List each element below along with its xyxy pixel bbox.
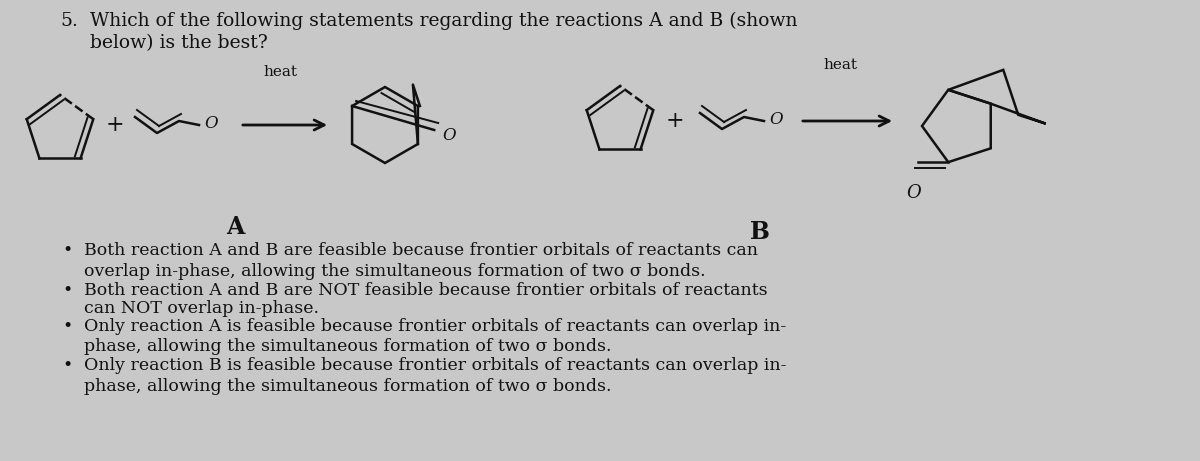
Text: •: • [62,242,72,259]
Text: heat: heat [823,58,857,72]
Text: O: O [204,114,217,131]
Text: heat: heat [263,65,298,79]
Text: Only reaction B is feasible because frontier orbitals of reactants can overlap i: Only reaction B is feasible because fron… [84,357,786,374]
Text: can NOT overlap in-phase.: can NOT overlap in-phase. [84,300,319,317]
Text: •: • [62,282,72,299]
Text: B: B [750,220,770,244]
Text: Both reaction A and B are feasible because frontier orbitals of reactants can: Both reaction A and B are feasible becau… [84,242,758,259]
Text: +: + [666,110,684,132]
Text: O: O [906,184,920,202]
Text: O: O [442,126,456,143]
Text: 5.: 5. [60,12,78,30]
Text: •: • [62,357,72,374]
Text: phase, allowing the simultaneous formation of two σ bonds.: phase, allowing the simultaneous formati… [84,378,612,395]
Text: A: A [226,215,244,239]
Text: •: • [62,318,72,335]
Text: overlap in-phase, allowing the simultaneous formation of two σ bonds.: overlap in-phase, allowing the simultane… [84,263,706,280]
Text: phase, allowing the simultaneous formation of two σ bonds.: phase, allowing the simultaneous formati… [84,338,612,355]
Text: Both reaction A and B are NOT feasible because frontier orbitals of reactants: Both reaction A and B are NOT feasible b… [84,282,768,299]
Text: O: O [769,111,782,128]
Text: Which of the following statements regarding the reactions A and B (shown: Which of the following statements regard… [90,12,798,30]
Text: +: + [106,114,125,136]
Text: below) is the best?: below) is the best? [90,34,268,52]
Text: Only reaction A is feasible because frontier orbitals of reactants can overlap i: Only reaction A is feasible because fron… [84,318,786,335]
